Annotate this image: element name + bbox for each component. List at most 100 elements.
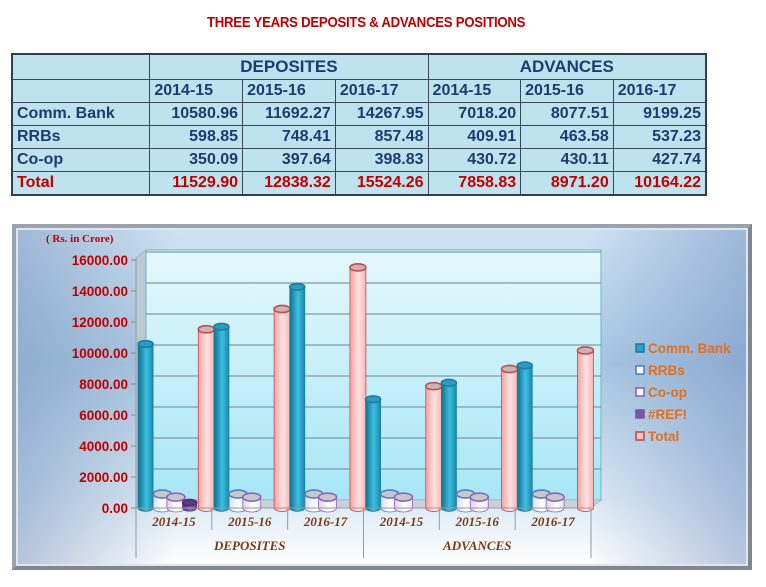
- year-header: 2014-15: [149, 79, 244, 103]
- table-cell: 463.58: [520, 125, 614, 149]
- x-tick-label: 2015-16: [227, 514, 272, 529]
- year-header: 2015-16: [242, 79, 336, 103]
- y-tick-label: 6000.00: [79, 408, 128, 423]
- x-tick-label: 2014-15: [151, 514, 196, 529]
- bar-comm-bank: [516, 361, 534, 512]
- y-tick-label: 4000.00: [79, 439, 128, 454]
- table-cell: 430.72: [427, 148, 522, 172]
- bar-co-op: [545, 492, 565, 513]
- legend-swatch-icon: [635, 343, 645, 353]
- year-header: 2016-17: [612, 79, 707, 103]
- y-tick-label: 14000.00: [72, 284, 128, 299]
- table-cell: 857.48: [334, 125, 429, 149]
- table-cell: 11692.27: [242, 102, 336, 126]
- y-tick-label: 8000.00: [79, 377, 128, 392]
- legend-item: Total: [635, 429, 679, 444]
- legend-label: Co-op: [648, 385, 687, 400]
- year-header: 2015-16: [520, 79, 614, 103]
- bar-comm-bank: [213, 322, 230, 512]
- bar-co-op: [469, 492, 490, 513]
- table-cell: 11529.90: [149, 171, 244, 196]
- legend-item: Co-op: [635, 385, 687, 400]
- y-tick-label: 12000.00: [72, 315, 128, 330]
- group-header-advances: ADVANCES: [427, 53, 707, 80]
- bar-total: [197, 324, 216, 512]
- legend-swatch-icon: [635, 409, 645, 419]
- bar-total: [349, 263, 367, 512]
- row-label: Co-op: [11, 148, 151, 172]
- bar-total: [500, 364, 519, 512]
- table-cell: 10164.22: [612, 171, 707, 196]
- bar-co-op: [317, 492, 338, 513]
- table-cell: 12838.32: [242, 171, 336, 196]
- page-title: THREE YEARS DEPOSITS & ADVANCES POSITION…: [42, 14, 716, 31]
- x-group-label: DEPOSITES: [213, 538, 286, 553]
- chart-area: 0.00 2000.00 4000.00 6000.00 8000.00 10000.00…: [12, 224, 752, 570]
- table-cell: 409.91: [427, 125, 522, 149]
- row-label: RRBs: [11, 125, 151, 149]
- legend-item: #REF!: [635, 407, 687, 422]
- row-label: Comm. Bank: [11, 102, 151, 126]
- table-row: Comm. Bank 10580.96 11692.27 14267.95 70…: [11, 102, 707, 126]
- table-cell: 8971.20: [520, 171, 614, 196]
- x-tick-label: 2016-17: [530, 514, 575, 529]
- table-row: Co-op 350.09 397.64 398.83 430.72 430.11…: [11, 148, 707, 172]
- bar-comm-bank: [364, 395, 382, 512]
- legend-label: Total: [648, 429, 679, 444]
- positions-table: DEPOSITES ADVANCES 2014-15 2015-16 2016-…: [11, 53, 707, 196]
- table-cell: 398.83: [334, 148, 429, 172]
- table-cell: 427.74: [612, 148, 707, 172]
- table-row: RRBs 598.85 748.41 857.48 409.91 463.58 …: [11, 125, 707, 149]
- bar-co-op: [393, 492, 414, 513]
- table-cell: 10580.96: [149, 102, 244, 126]
- bar-comm-bank: [440, 378, 458, 512]
- bar--ref-: [181, 498, 198, 512]
- table-cell: 350.09: [149, 148, 244, 172]
- legend-label: Comm. Bank: [648, 341, 731, 356]
- table-cell: 748.41: [242, 125, 336, 149]
- table-cell: 15524.26: [334, 171, 429, 196]
- bar-comm-bank: [137, 339, 154, 512]
- legend-item: Comm. Bank: [635, 341, 731, 356]
- x-tick-label: 2016-17: [303, 514, 348, 529]
- table-cell: 9199.25: [612, 102, 707, 126]
- year-header: 2014-15: [427, 79, 522, 103]
- table-year-header-row: 2014-15 2015-16 2016-17 2014-15 2015-16 …: [11, 79, 707, 103]
- legend-swatch-icon: [635, 431, 645, 441]
- table-total-row: Total 11529.90 12838.32 15524.26 7858.83…: [11, 171, 707, 196]
- y-tick-label: 2000.00: [79, 470, 128, 485]
- y-tick-label: 0.00: [102, 501, 128, 516]
- legend-swatch-icon: [635, 365, 645, 375]
- group-header-deposits: DEPOSITES: [149, 53, 429, 80]
- bar-total: [424, 381, 443, 512]
- bar-co-op: [241, 492, 262, 513]
- legend-swatch-icon: [635, 387, 645, 397]
- x-group-label: ADVANCES: [442, 538, 511, 553]
- legend-label: RRBs: [648, 363, 685, 378]
- table-corner-cell: [11, 79, 151, 103]
- table-cell: 8077.51: [520, 102, 614, 126]
- table-cell: 430.11: [520, 148, 614, 172]
- table-cell: 7018.20: [427, 102, 522, 126]
- x-tick-label: 2014-15: [379, 514, 424, 529]
- legend-item: RRBs: [635, 363, 685, 378]
- page-title-text: THREE YEARS DEPOSITS & ADVANCES POSITION…: [206, 14, 526, 31]
- legend-label: #REF!: [648, 407, 687, 422]
- bar-comm-bank: [288, 282, 306, 512]
- x-tick-label: 2015-16: [455, 514, 500, 529]
- year-header: 2016-17: [334, 79, 429, 103]
- table-cell: 397.64: [242, 148, 336, 172]
- table-group-header-row: DEPOSITES ADVANCES: [11, 53, 707, 80]
- table-cell: 537.23: [612, 125, 707, 149]
- table-corner-cell: [11, 53, 151, 80]
- y-axis-unit-label: ( Rs. in Crore): [46, 233, 114, 245]
- y-tick-label: 16000.00: [72, 253, 128, 268]
- y-tick-label: 10000.00: [72, 346, 128, 361]
- table-cell: 7858.83: [427, 171, 522, 196]
- bar-total: [273, 304, 291, 512]
- table-cell: 14267.95: [334, 102, 429, 126]
- bar-total: [576, 346, 595, 512]
- table-cell: 598.85: [149, 125, 244, 149]
- bar-chart: 0.00 2000.00 4000.00 6000.00 8000.00 10000.00…: [46, 233, 731, 558]
- row-label: Total: [11, 171, 151, 196]
